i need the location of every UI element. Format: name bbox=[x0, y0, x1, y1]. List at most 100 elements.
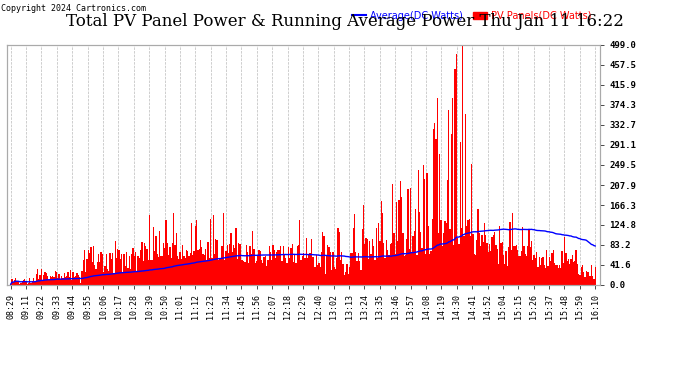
Bar bbox=[593, 279, 595, 285]
Bar bbox=[15, 278, 17, 285]
Bar bbox=[279, 251, 280, 285]
Bar bbox=[475, 255, 476, 285]
Bar bbox=[191, 223, 193, 285]
Bar bbox=[485, 235, 486, 285]
Bar bbox=[438, 233, 440, 285]
Bar bbox=[408, 249, 410, 285]
Bar bbox=[34, 282, 36, 285]
Bar bbox=[148, 261, 149, 285]
Bar bbox=[549, 257, 550, 285]
Bar bbox=[84, 250, 85, 285]
Bar bbox=[99, 262, 101, 285]
Bar bbox=[471, 164, 473, 285]
Bar bbox=[447, 180, 448, 285]
Bar bbox=[286, 263, 288, 285]
Bar bbox=[401, 197, 402, 285]
Bar bbox=[425, 254, 426, 285]
Bar bbox=[182, 245, 184, 285]
Bar bbox=[27, 284, 28, 285]
Bar bbox=[37, 269, 38, 285]
Bar bbox=[107, 269, 108, 285]
Bar bbox=[199, 249, 200, 285]
Bar bbox=[443, 233, 444, 285]
Bar bbox=[65, 277, 66, 285]
Bar bbox=[299, 220, 300, 285]
Bar bbox=[316, 255, 317, 285]
Bar bbox=[388, 255, 390, 285]
Bar bbox=[126, 252, 127, 285]
Bar bbox=[79, 277, 80, 285]
Bar bbox=[282, 261, 283, 285]
Bar bbox=[444, 221, 446, 285]
Bar bbox=[588, 272, 589, 285]
Bar bbox=[446, 223, 447, 285]
Bar bbox=[127, 268, 128, 285]
Bar bbox=[130, 269, 131, 285]
Bar bbox=[568, 259, 569, 285]
Bar bbox=[375, 228, 377, 285]
Bar bbox=[396, 202, 397, 285]
Bar bbox=[155, 236, 157, 285]
Bar bbox=[247, 252, 248, 285]
Bar bbox=[386, 240, 387, 285]
Bar bbox=[258, 250, 259, 285]
Bar bbox=[500, 243, 502, 285]
Bar bbox=[70, 270, 71, 285]
Bar bbox=[210, 219, 211, 285]
Bar bbox=[553, 250, 554, 285]
Legend: Average(DC Watts), PV Panels(DC Watts): Average(DC Watts), PV Panels(DC Watts) bbox=[348, 7, 595, 24]
Bar bbox=[506, 266, 508, 285]
Bar bbox=[294, 254, 295, 285]
Bar bbox=[574, 261, 575, 285]
Bar bbox=[407, 189, 408, 285]
Bar bbox=[340, 260, 341, 285]
Bar bbox=[116, 258, 117, 285]
Bar bbox=[224, 260, 226, 285]
Bar bbox=[455, 69, 456, 285]
Bar bbox=[437, 98, 438, 285]
Bar bbox=[193, 251, 195, 285]
Bar bbox=[132, 248, 134, 285]
Bar bbox=[265, 256, 266, 285]
Bar bbox=[469, 219, 470, 285]
Bar bbox=[515, 245, 517, 285]
Bar bbox=[50, 276, 51, 285]
Bar bbox=[26, 282, 27, 285]
Bar bbox=[490, 251, 491, 285]
Bar bbox=[310, 238, 312, 285]
Bar bbox=[108, 271, 110, 285]
Bar bbox=[14, 280, 15, 285]
Bar bbox=[419, 212, 420, 285]
Bar bbox=[295, 263, 297, 285]
Bar bbox=[161, 256, 163, 285]
Bar bbox=[458, 244, 460, 285]
Bar bbox=[595, 267, 596, 285]
Bar bbox=[554, 263, 555, 285]
Bar bbox=[319, 267, 321, 285]
Bar bbox=[220, 259, 221, 285]
Bar bbox=[28, 283, 29, 285]
Bar bbox=[381, 201, 382, 285]
Bar bbox=[424, 179, 425, 285]
Bar bbox=[416, 255, 417, 285]
Bar bbox=[51, 277, 52, 285]
Bar bbox=[541, 258, 542, 285]
Bar bbox=[94, 265, 95, 285]
Bar bbox=[77, 275, 79, 285]
Bar bbox=[551, 253, 553, 285]
Bar bbox=[201, 247, 202, 285]
Bar bbox=[426, 173, 428, 285]
Bar bbox=[484, 223, 485, 285]
Bar bbox=[176, 233, 177, 285]
Bar bbox=[575, 250, 577, 285]
Bar bbox=[529, 229, 530, 285]
Bar bbox=[66, 276, 68, 285]
Bar bbox=[479, 232, 480, 285]
Bar bbox=[256, 261, 257, 285]
Bar bbox=[43, 275, 44, 285]
Bar bbox=[503, 255, 504, 285]
Bar bbox=[30, 283, 32, 285]
Bar bbox=[298, 245, 299, 285]
Bar bbox=[93, 246, 94, 285]
Bar bbox=[53, 278, 55, 285]
